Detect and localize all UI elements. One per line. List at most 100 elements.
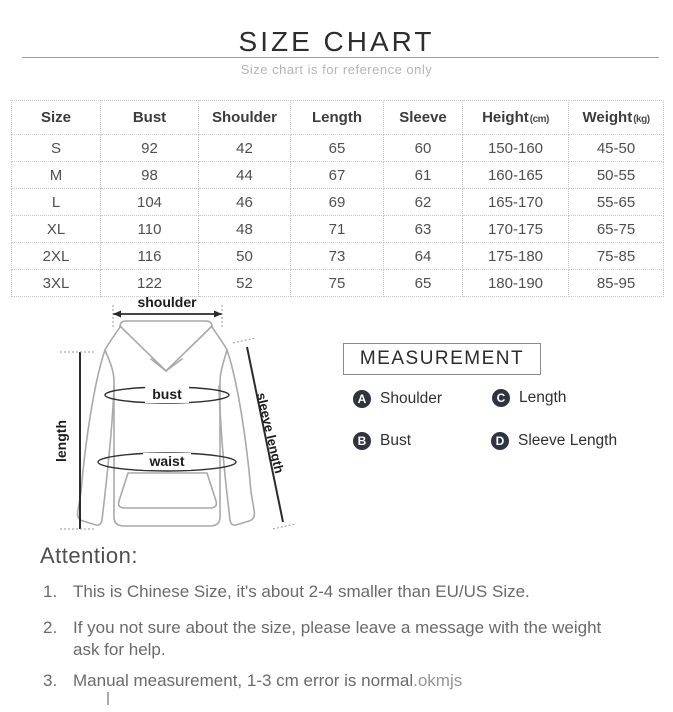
table-cell: 55-65 — [568, 188, 664, 216]
sleeve-length-label: sleeve length — [254, 391, 287, 475]
attention-item-3-text: Manual measurement, 1-3 cm error is norm… — [73, 670, 625, 691]
column-header: Shoulder — [198, 100, 291, 135]
table-cell: 165-170 — [462, 188, 569, 216]
attention-list: 1. This is Chinese Size, it's about 2-4 … — [43, 581, 640, 691]
table-cell: 92 — [100, 134, 199, 162]
attention-item-2-text: If you not sure about the size, please l… — [73, 618, 602, 659]
measure-guides — [60, 305, 296, 530]
table-cell: 116 — [100, 242, 199, 270]
waist-label-bg — [143, 453, 191, 470]
column-unit: (kg) — [633, 114, 650, 125]
attention-item-1-text: This is Chinese Size, it's about 2-4 sma… — [73, 582, 530, 601]
badge-c-icon: C — [492, 389, 510, 407]
table-cell: 62 — [383, 188, 463, 216]
bust-label: bust — [152, 386, 182, 402]
table-cell: 160-165 — [462, 161, 569, 189]
table-cell: 65 — [290, 134, 384, 162]
column-header: Bust — [100, 100, 199, 135]
table-cell: 85-95 — [568, 269, 664, 297]
page-title: SIZE CHART — [238, 26, 435, 57]
legend-label-bust: Bust — [380, 432, 412, 449]
attention-item-3: 3. Manual measurement, 1-3 cm error is n… — [43, 670, 640, 691]
column-unit: (cm) — [529, 114, 550, 125]
attention-item-3-watermark: .okmjs — [413, 670, 463, 690]
shoulder-label: shoulder — [137, 294, 197, 310]
measurement-title-text: MEASUREMENT — [359, 348, 525, 369]
length-label: length — [53, 420, 69, 462]
table-cell: 2XL — [11, 242, 101, 270]
table-cell: 75-85 — [568, 242, 664, 270]
table-cell: 175-180 — [462, 242, 569, 270]
table-cell: 150-160 — [462, 134, 569, 162]
table-cell: XL — [11, 215, 101, 243]
table-row: 3XL 122 52 75 65 180-190 85-95 — [11, 269, 664, 297]
column-header: Size — [11, 100, 101, 135]
table-cell: 104 — [100, 188, 199, 216]
table-row: L 104 46 69 62 165-170 55-65 — [11, 188, 664, 216]
table-cell: 61 — [383, 161, 463, 189]
table-cell: 60 — [383, 134, 463, 162]
attention-item-1: 1. This is Chinese Size, it's about 2-4 … — [43, 581, 640, 602]
column-header: Weight(kg) — [568, 100, 664, 135]
table-row: M 98 44 67 61 160-165 50-55 — [11, 161, 664, 189]
table-cell: M — [11, 161, 101, 189]
hoodie-diagram-svg: shoulder bust waist length sleeve length — [53, 294, 296, 530]
legend-label-shoulder: Shoulder — [380, 390, 443, 407]
table-cell: 63 — [383, 215, 463, 243]
table-cell: 3XL — [11, 269, 101, 297]
table-cell: 73 — [290, 242, 384, 270]
table-cell: 110 — [100, 215, 199, 243]
table-row: S 92 42 65 60 150-160 45-50 — [11, 134, 664, 162]
column-header: Sleeve — [383, 100, 463, 135]
attention-heading: Attention: — [40, 543, 138, 568]
badge-d-icon: D — [491, 432, 509, 450]
table-cell: S — [11, 134, 101, 162]
table-cell: 64 — [383, 242, 463, 270]
legend-item-shoulder: A Shoulder — [353, 390, 442, 408]
badge-b-icon: B — [353, 432, 371, 450]
column-header: Height(cm) — [462, 100, 569, 135]
table-cell: 45-50 — [568, 134, 664, 162]
legend-item-length: C Length — [492, 389, 566, 407]
legend-item-sleeve-length: D Sleeve Length — [491, 432, 617, 450]
table-header-row: Size Bust Shoulder Length Sleeve Height(cm) We… — [11, 100, 664, 135]
size-table: Size Bust Shoulder Length Sleeve Height(cm) We… — [11, 100, 664, 297]
table-cell: 44 — [198, 161, 291, 189]
attention-item-1-number: 1. — [43, 582, 58, 601]
table-cell: 65 — [383, 269, 463, 297]
badge-a-icon: A — [353, 390, 371, 408]
attention-item-2-number: 2. — [43, 618, 58, 638]
legend-label-sleeve-length: Sleeve Length — [518, 432, 618, 449]
table-cell: 71 — [290, 215, 384, 243]
text-cursor — [107, 692, 109, 705]
table-row: XL 110 48 71 63 170-175 65-75 — [11, 215, 664, 243]
bust-label-bg — [145, 386, 189, 403]
attention-item-3-main: Manual measurement, 1-3 cm error is norm… — [73, 670, 414, 690]
table-cell: 170-175 — [462, 215, 569, 243]
waist-label: waist — [148, 453, 184, 469]
table-cell: L — [11, 188, 101, 216]
hoodie-outline — [76, 320, 256, 527]
table-cell: 42 — [198, 134, 291, 162]
table-cell: 65-75 — [568, 215, 664, 243]
table-cell: 50-55 — [568, 161, 664, 189]
column-header: Length — [290, 100, 384, 135]
table-cell: 180-190 — [462, 269, 569, 297]
table-cell: 67 — [290, 161, 384, 189]
title-divider — [22, 57, 659, 58]
measurement-panel-title: MEASUREMENT — [343, 343, 541, 375]
table-cell: 48 — [198, 215, 291, 243]
table-cell: 50 — [198, 242, 291, 270]
page-subtitle: Size chart is for reference only — [240, 62, 433, 77]
legend-item-bust: B Bust — [353, 432, 411, 450]
table-cell: 98 — [100, 161, 199, 189]
attention-item-2: 2. If you not sure about the size, pleas… — [43, 617, 640, 660]
table-cell: 122 — [100, 269, 199, 297]
attention-item-3-number: 3. — [43, 670, 58, 690]
hoodie-diagram: shoulder bust waist length sleeve length — [35, 286, 315, 546]
table-cell: 46 — [198, 188, 291, 216]
legend-label-length: Length — [519, 389, 567, 406]
table-row: 2XL 116 50 73 64 175-180 75-85 — [11, 242, 664, 270]
table-cell: 69 — [290, 188, 384, 216]
